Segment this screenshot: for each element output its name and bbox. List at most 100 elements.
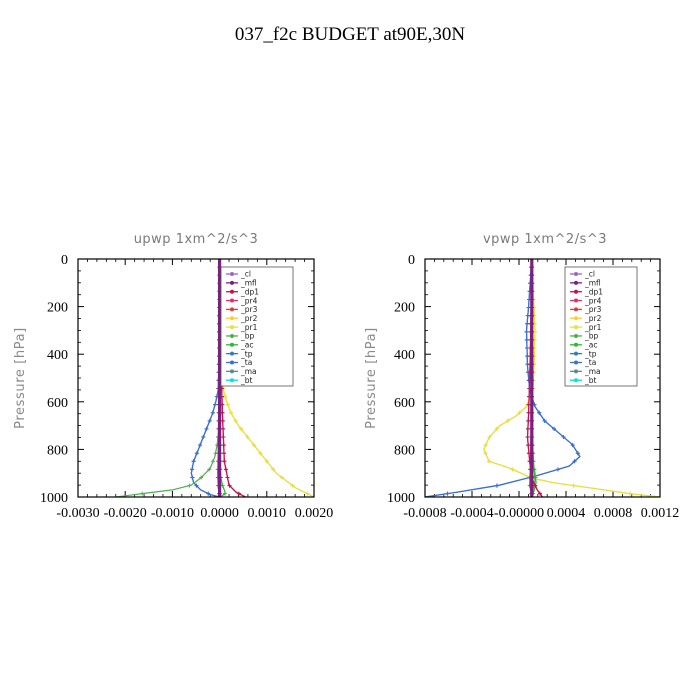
series-marker-ta [204,426,209,431]
x-tick-label: -0.0004 [450,506,493,521]
series-marker-dp1 [225,475,230,480]
legend-label: _bt [240,376,253,385]
legend-marker-pr1 [574,325,578,330]
series-marker-ta [494,483,499,488]
series-marker-mfl [529,435,534,440]
series-line-tp [425,259,581,497]
series-marker-pr1 [494,426,499,431]
series-marker-mfl [529,354,534,359]
legend-label: _cl [240,270,251,279]
series-marker-ta [542,418,547,423]
series-marker-pr1 [517,410,522,415]
series-marker-ta [207,418,212,423]
series-marker-pr1 [305,491,310,496]
legend-marker-pr4 [574,298,578,303]
series-marker-mfl [217,443,222,448]
legend-marker-cl [230,272,234,276]
y-tick-label: 800 [394,443,415,458]
series-marker-mfl [217,410,222,415]
y-tick-label: 600 [394,396,415,411]
series-marker-dp1 [221,426,226,431]
legend-marker-mfl [574,280,578,285]
legend-marker-ac [230,342,234,347]
legend-label: _pr4 [240,296,258,305]
series-marker-mfl [529,265,534,270]
series-marker-dp1 [221,443,226,448]
series-marker-pr1 [239,426,244,431]
upwp-panel: upwp 1xm^2/s^3 Pressure [hPa] 0 200 400 600 80… [13,232,333,521]
series-marker-bp [207,467,212,472]
y-tick-label: 800 [47,443,68,458]
legend-label: _bp [240,332,255,341]
legend-label: _tp [584,349,597,358]
series-marker-ta [206,491,211,496]
legend-marker-ta [574,360,578,365]
series-line-ta [425,259,581,497]
series-marker-pr1 [264,459,269,464]
series-marker-ac [222,491,227,496]
legend-label: _bp [584,332,599,341]
series-marker-mfl [529,321,534,326]
plot-frame [424,258,661,498]
series-marker-dp1 [236,491,241,496]
legend-label: _pr2 [240,314,258,323]
series-marker-ac [533,475,538,480]
x-tick-label: -0.0008 [403,506,446,521]
series-marker-mfl [529,329,534,334]
legend-marker-tp [574,351,578,356]
series-marker-ta [210,410,215,415]
series-marker-pr1 [505,418,510,423]
series-marker-dp1 [227,483,232,488]
series-marker-bp [140,491,145,496]
legend-marker-bp [574,333,578,338]
legend-label: _ac [240,341,253,350]
y-tick-label: 1000 [40,491,68,506]
x-tick-label: -0.0010 [151,506,194,521]
series-marker-mfl [529,313,534,318]
legend-marker-dp1 [574,289,578,294]
x-tick-label: 0.0008 [594,506,633,521]
series-marker-ta [190,475,195,480]
series-marker-ta [555,467,560,472]
series-marker-pr1 [628,491,633,496]
series-marker-mfl [529,346,534,351]
y-tick-label: 0 [61,253,68,268]
legend-marker-ma [230,369,234,374]
legend-label: _ta [240,358,252,367]
series-marker-mfl [217,491,222,496]
legend-label: _mfl [240,279,257,288]
series-marker-mfl [529,273,534,278]
series-marker-pr1 [258,451,263,456]
series-marker-mfl [217,394,222,399]
series-marker-pr1 [487,459,492,464]
series-marker-bp [210,459,215,464]
vpwp-panel: vpwp 1xm^2/s^3 Pressure [hPa] 0 200 400 600 80… [364,232,679,521]
x-tick-label: -0.0020 [104,506,147,521]
series-marker-ta [552,426,557,431]
series-marker-mfl [529,410,534,415]
series-marker-mfl [217,459,222,464]
legend-marker-dp1 [230,289,234,294]
series-marker-pr1 [233,418,238,423]
series-marker-dp1 [223,467,228,472]
legend-marker-bp [230,333,234,338]
legend-marker-mfl [230,280,234,285]
series-marker-mfl [529,451,534,456]
legend-marker-pr3 [574,307,578,312]
legend-marker-tp [230,351,234,356]
legend-marker-cl [574,272,578,276]
plot-frame [77,258,315,498]
legend-label: _ac [584,341,597,350]
series-marker-dp1 [525,426,530,431]
series-marker-mfl [529,475,534,480]
series-marker-mfl [529,297,534,302]
series-marker-bp [187,483,192,488]
series-marker-pr1 [483,451,488,456]
legend-label: _mfl [584,279,601,288]
series-marker-pr1 [251,443,256,448]
series-marker-mfl [529,491,534,496]
series-marker-mfl [529,337,534,342]
series-marker-mfl [217,259,222,261]
series-marker-mfl [529,370,534,375]
